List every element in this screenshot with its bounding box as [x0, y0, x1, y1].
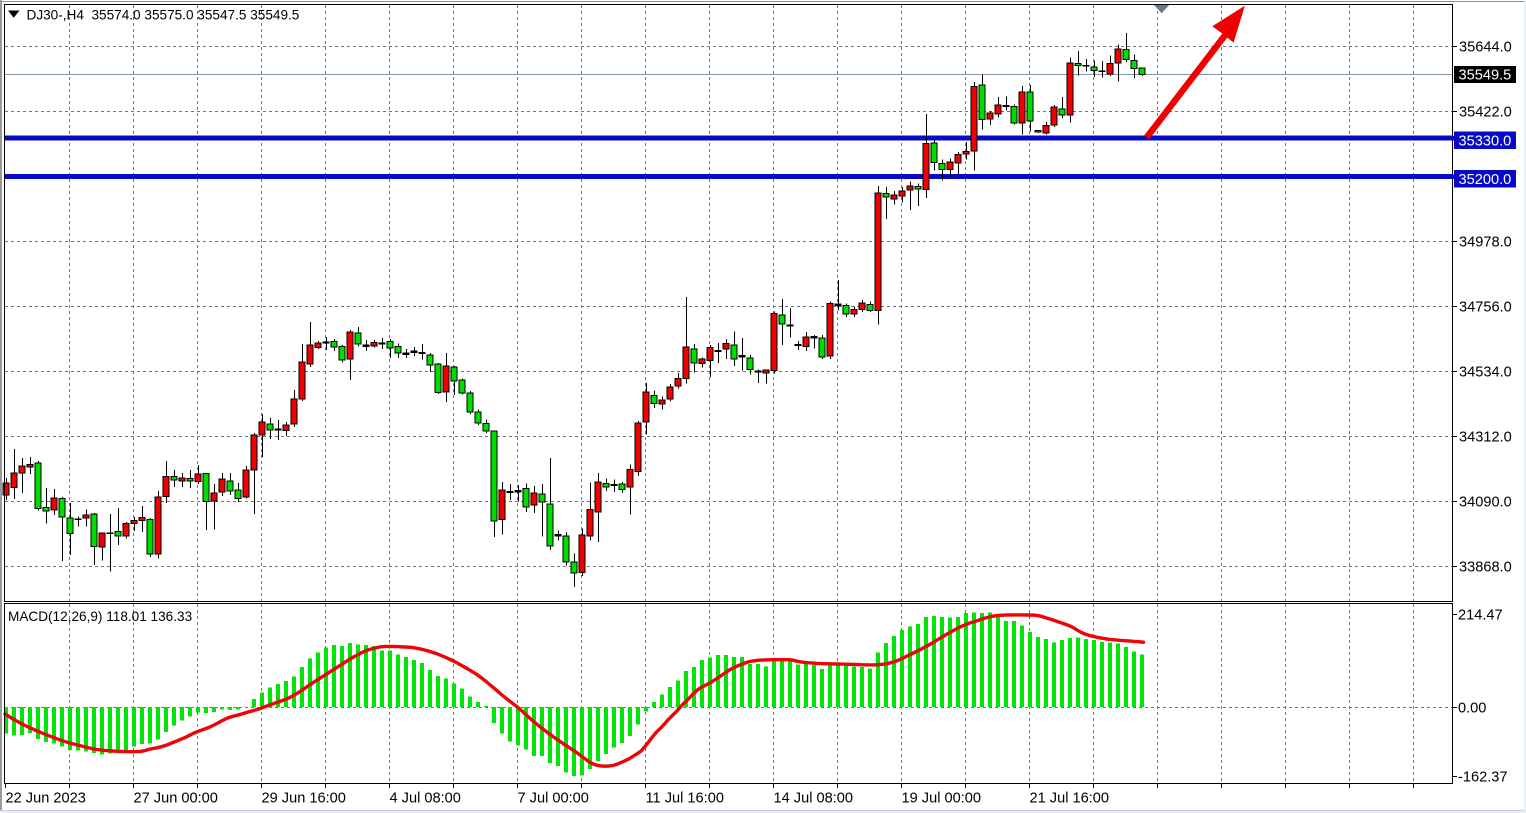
svg-text:33868.0: 33868.0: [1459, 560, 1512, 576]
svg-text:35644.0: 35644.0: [1459, 40, 1512, 56]
svg-text:34534.0: 34534.0: [1459, 365, 1512, 381]
svg-text:14 Jul 08:00: 14 Jul 08:00: [774, 791, 854, 807]
svg-text:35549.5: 35549.5: [1459, 68, 1512, 84]
svg-text:-162.37: -162.37: [1458, 770, 1508, 786]
svg-text:34978.0: 34978.0: [1459, 235, 1512, 251]
svg-text:11 Jul 16:00: 11 Jul 16:00: [646, 791, 724, 807]
svg-text:19 Jul 00:00: 19 Jul 00:00: [902, 791, 982, 807]
svg-text:DJ30-,H4 35574.0 35575.0 3554: DJ30-,H4 35574.0 35575.0 35547.5 35549.5: [27, 8, 300, 23]
svg-text:35422.0: 35422.0: [1459, 105, 1512, 121]
svg-text:34312.0: 34312.0: [1459, 430, 1512, 446]
svg-text:21 Jul 16:00: 21 Jul 16:00: [1030, 791, 1110, 807]
svg-text:MACD(12,26,9) 118.01 136.33: MACD(12,26,9) 118.01 136.33: [8, 609, 192, 624]
svg-text:27 Jun 00:00: 27 Jun 00:00: [134, 791, 218, 807]
svg-text:34756.0: 34756.0: [1459, 300, 1512, 316]
svg-text:35200.0: 35200.0: [1459, 172, 1512, 188]
svg-text:7 Jul 00:00: 7 Jul 00:00: [518, 791, 589, 807]
svg-text:214.47: 214.47: [1458, 608, 1503, 624]
svg-text:0.00: 0.00: [1458, 701, 1486, 717]
svg-text:29 Jun 16:00: 29 Jun 16:00: [262, 791, 346, 807]
svg-text:34090.0: 34090.0: [1459, 495, 1512, 511]
svg-text:35330.0: 35330.0: [1459, 134, 1512, 150]
svg-text:4 Jul 08:00: 4 Jul 08:00: [390, 791, 461, 807]
svg-text:22 Jun 2023: 22 Jun 2023: [6, 791, 86, 807]
